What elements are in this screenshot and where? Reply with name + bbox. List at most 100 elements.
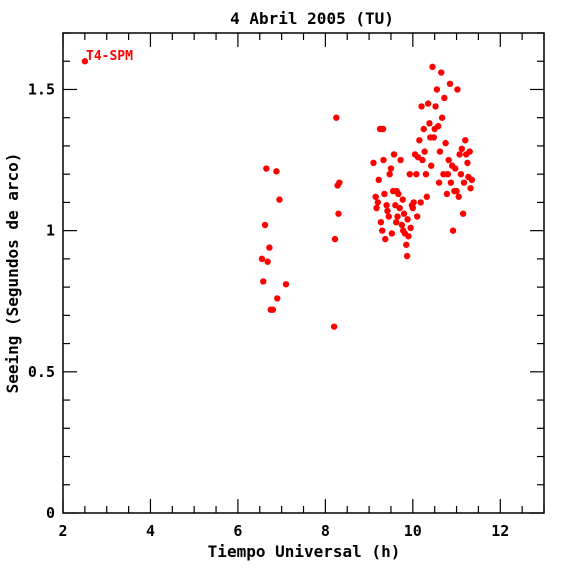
x-tick-label: 4 xyxy=(146,522,155,540)
data-point xyxy=(454,86,461,93)
data-point xyxy=(442,139,449,147)
data-point xyxy=(395,190,402,198)
data-point xyxy=(260,278,267,285)
data-point xyxy=(81,58,89,65)
chart-title: 4 Abril 2005 (TU) xyxy=(230,9,394,28)
data-point xyxy=(421,148,428,155)
data-point xyxy=(379,125,387,133)
data-point xyxy=(452,165,459,172)
data-point xyxy=(422,170,430,178)
data-point xyxy=(438,69,445,76)
data-point xyxy=(457,170,465,178)
data-point xyxy=(276,196,283,203)
data-point xyxy=(462,137,469,144)
y-tick-label: 1 xyxy=(46,222,55,240)
data-point xyxy=(444,170,451,178)
data-point xyxy=(335,210,342,217)
data-point xyxy=(430,134,438,141)
data-point xyxy=(269,306,277,313)
data-point xyxy=(466,148,473,155)
data-point xyxy=(446,80,454,88)
x-tick-label: 10 xyxy=(404,522,422,540)
data-point xyxy=(266,244,273,251)
data-point xyxy=(403,241,410,248)
data-point xyxy=(386,170,393,178)
data-point xyxy=(435,179,443,186)
data-point xyxy=(282,281,290,288)
data-point xyxy=(423,193,431,200)
data-point xyxy=(455,193,462,200)
data-point xyxy=(449,227,457,234)
data-point xyxy=(447,179,455,186)
data-point xyxy=(467,185,474,192)
data-point xyxy=(375,176,382,184)
data-point xyxy=(385,213,392,220)
data-point xyxy=(393,218,400,226)
data-point xyxy=(432,103,439,110)
plot-frame xyxy=(62,32,545,514)
data-point xyxy=(379,227,386,234)
data-point xyxy=(330,323,338,330)
data-point xyxy=(370,159,377,167)
data-point xyxy=(399,196,406,203)
data-point xyxy=(387,165,395,172)
data-point xyxy=(453,187,460,195)
data-point xyxy=(464,159,471,167)
data-point xyxy=(443,190,451,198)
data-point xyxy=(426,120,433,127)
data-point xyxy=(410,199,417,206)
data-point xyxy=(372,193,379,200)
data-point xyxy=(418,103,425,110)
data-point xyxy=(264,258,271,265)
x-tick-label: 8 xyxy=(321,522,330,540)
data-point xyxy=(258,255,266,263)
y-tick-label: 0 xyxy=(46,504,55,522)
data-point xyxy=(404,216,411,223)
data-point xyxy=(400,210,408,217)
data-point xyxy=(381,190,388,198)
data-point xyxy=(420,125,427,133)
y-tick-label: 1.5 xyxy=(28,80,55,98)
data-point xyxy=(331,235,339,243)
data-point xyxy=(406,170,413,178)
data-point xyxy=(261,221,269,229)
data-point xyxy=(416,137,423,144)
data-point xyxy=(373,204,380,212)
tick-labels: 2 4 6 8 10 12 0 0.5 1 1.5 xyxy=(28,80,509,540)
data-point xyxy=(407,224,414,232)
data-point xyxy=(459,210,467,217)
data-point xyxy=(394,213,401,220)
data-point xyxy=(333,114,340,121)
data-point xyxy=(460,179,468,186)
axis-ticks xyxy=(62,32,545,514)
legend-label: T4-SPM xyxy=(86,49,133,64)
x-tick-label: 6 xyxy=(233,522,242,540)
data-point xyxy=(273,168,280,175)
data-point xyxy=(397,156,404,164)
data-point xyxy=(413,213,421,220)
x-tick-label: 2 xyxy=(58,522,67,540)
data-point xyxy=(398,221,406,229)
data-point xyxy=(468,176,476,184)
data-point xyxy=(384,207,391,215)
data-point xyxy=(438,114,446,121)
data-point xyxy=(445,156,452,164)
data-point xyxy=(274,295,281,302)
data-point xyxy=(429,63,436,71)
data-point xyxy=(380,156,387,164)
x-axis-label: Tiempo Universal (h) xyxy=(208,542,401,561)
data-points xyxy=(81,58,476,330)
data-point xyxy=(396,204,403,212)
data-point xyxy=(424,100,432,107)
y-tick-label: 0.5 xyxy=(28,363,55,381)
data-point xyxy=(336,179,343,186)
data-point xyxy=(413,170,420,178)
data-point xyxy=(433,86,441,93)
y-axis-label: Seeing (Segundos de arco) xyxy=(3,153,22,394)
data-point xyxy=(458,145,465,152)
x-tick-label: 12 xyxy=(491,522,509,540)
data-point xyxy=(456,151,463,158)
data-point xyxy=(263,165,270,172)
data-point xyxy=(436,148,444,155)
